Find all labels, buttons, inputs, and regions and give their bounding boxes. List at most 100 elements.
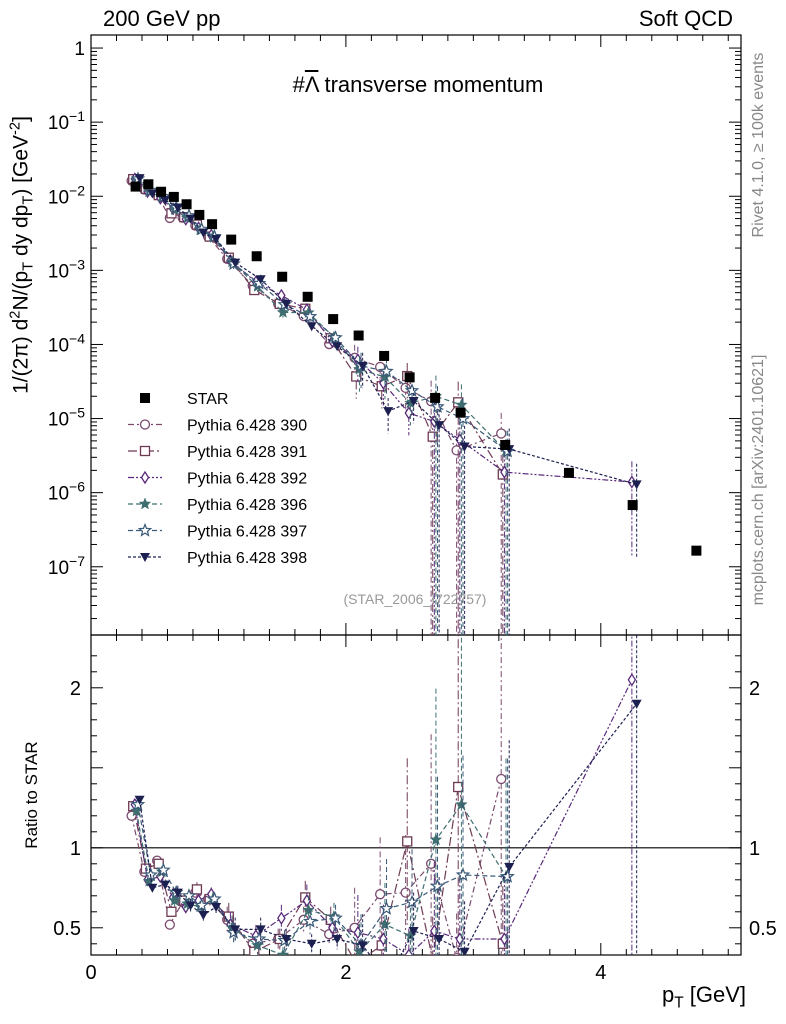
main-series-line — [137, 178, 508, 452]
star-data-point — [194, 209, 205, 220]
main-y-tick-label: 1 — [74, 39, 85, 60]
ratio-data-point — [400, 887, 411, 898]
star-data-point — [277, 271, 288, 282]
main-y-tick-label: 10−4 — [48, 330, 85, 356]
ratio-data-point — [352, 959, 361, 968]
tick-base: 10 — [48, 187, 69, 208]
ratio-data-point — [627, 673, 637, 687]
main-data-point — [404, 383, 420, 397]
legend-star-marker — [140, 393, 150, 403]
star-data-point — [500, 439, 511, 450]
main-data-point — [328, 330, 343, 344]
main-data-point — [404, 406, 414, 420]
ratio-data-point — [453, 781, 464, 793]
legend-marker — [140, 470, 150, 485]
ratio-y-tick-label: 0.5 — [53, 918, 81, 940]
legend-marker — [138, 497, 152, 510]
ratio-data-point — [374, 889, 386, 900]
ratio-data-point — [185, 901, 196, 911]
legend-label-star: STAR — [187, 391, 228, 408]
main-data-point — [627, 475, 637, 489]
ratio-data-point — [255, 925, 266, 935]
ratio-data-point — [281, 935, 292, 944]
ratio-data-point — [404, 948, 414, 955]
tick-base: 10 — [48, 558, 69, 579]
star-data-point — [404, 372, 415, 383]
tick-base: 10 — [48, 113, 69, 134]
ratio-data-point — [631, 699, 642, 709]
ratio-data-point — [156, 862, 171, 877]
ratio-data-point — [455, 867, 471, 882]
ratio-data-point — [455, 797, 468, 811]
ratio-data-point — [251, 931, 267, 946]
legend-label: Pythia 6.428 398 — [187, 550, 307, 567]
legend-label: Pythia 6.428 396 — [187, 497, 307, 514]
ratio-data-point — [357, 941, 368, 951]
ratio-data-point — [147, 883, 158, 893]
legend-label: Pythia 6.428 391 — [187, 444, 307, 461]
main-data-point — [211, 235, 222, 245]
legend-label: Pythia 6.428 392 — [187, 471, 307, 488]
main-y-tick-label: 10−3 — [48, 256, 85, 282]
legend-marker — [139, 445, 151, 457]
main-data-point — [172, 203, 183, 213]
legend-marker — [139, 419, 151, 430]
ratio-data-point — [230, 925, 241, 935]
legend-marker — [140, 553, 150, 562]
main-y-tick-label: 10−6 — [48, 479, 85, 505]
tick-base: 10 — [48, 410, 69, 431]
ratio-data-point — [198, 911, 209, 920]
ratio-data-point — [379, 900, 394, 915]
ratio-data-point — [328, 910, 343, 925]
star-data-point — [251, 251, 262, 262]
ratio-data-point — [302, 903, 315, 916]
tick-exponent: −3 — [69, 256, 85, 272]
tick-base: 10 — [48, 335, 69, 356]
ratio-data-point — [164, 919, 175, 930]
ratio-data-point — [402, 836, 413, 847]
ratio-data-point — [249, 946, 260, 955]
ratio-data-point — [500, 868, 515, 883]
main-data-point — [160, 196, 171, 206]
main-data-point — [276, 305, 290, 318]
ratio-series-group — [126, 635, 642, 968]
star-data-point — [691, 545, 702, 556]
ratio-data-point — [226, 924, 241, 939]
main-y-tick-label: 10−1 — [48, 108, 85, 134]
tick-base: 10 — [48, 484, 69, 505]
star-data-point — [181, 199, 192, 210]
star-data-point — [627, 500, 638, 511]
star-data-point — [302, 291, 313, 302]
ratio-y-tick-label-right: 1 — [749, 838, 760, 860]
tick-exponent: −7 — [69, 553, 85, 569]
main-series-group — [126, 171, 702, 635]
ratio-data-point — [172, 888, 183, 898]
main-data-point — [230, 258, 241, 268]
ratio-data-point — [160, 880, 171, 890]
mcplots-source-label: mcplots.cern.ch [arXiv:2401.10621] — [750, 354, 767, 606]
main-data-point — [496, 428, 507, 439]
ratio-series-line — [135, 803, 507, 955]
main-data-point — [198, 228, 209, 238]
ratio-y-tick-label: 2 — [70, 678, 81, 700]
rivet-version-label: Rivet 4.1.0, ≥ 100k events — [750, 52, 767, 238]
ratio-series-line — [132, 786, 504, 955]
main-data-point — [631, 480, 642, 490]
main-data-point — [302, 308, 318, 323]
tick-exponent: −6 — [69, 479, 85, 495]
x-axis-label: pT [GeV] — [661, 982, 746, 1012]
main-data-point — [379, 363, 394, 378]
ratio-data-point — [130, 796, 146, 811]
ratio-data-point — [434, 935, 445, 944]
header-energy: 200 GeV pp — [103, 6, 221, 31]
tick-base: 10 — [48, 261, 69, 282]
ratio-data-point — [211, 903, 222, 912]
y-axis-label: 1/(2π) d2N/(pT dy dpT) [GeV-2] — [7, 116, 37, 394]
ratio-data-point — [207, 891, 222, 906]
main-data-point — [134, 174, 145, 184]
star-data-point — [353, 330, 364, 341]
ratio-data-point — [168, 893, 181, 907]
tick-exponent: −1 — [69, 108, 85, 124]
star-data-point — [328, 314, 339, 325]
main-data-point — [455, 398, 468, 411]
